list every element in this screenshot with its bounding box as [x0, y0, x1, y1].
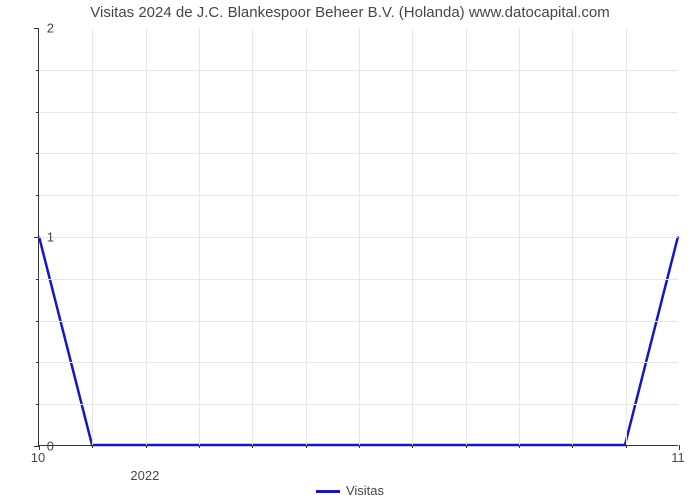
vgrid: [146, 28, 147, 445]
ytick-label: 2: [47, 21, 54, 36]
xtick-minor: [306, 445, 307, 448]
vgrid: [412, 28, 413, 445]
visits-chart: Visitas 2024 de J.C. Blankespoor Beheer …: [0, 0, 700, 500]
vgrid: [252, 28, 253, 445]
ytick-minor: [36, 321, 39, 322]
ytick-minor: [36, 70, 39, 71]
ytick-label: 0: [47, 439, 54, 454]
vgrid: [626, 28, 627, 445]
ytick-minor: [36, 362, 39, 363]
xtick-label: 10: [31, 450, 45, 465]
plot-area: [38, 28, 678, 446]
ytick-minor: [36, 112, 39, 113]
ytick-minor: [36, 279, 39, 280]
vgrid: [306, 28, 307, 445]
xtick-minor: [92, 445, 93, 448]
xtick-minor: [626, 445, 627, 448]
vgrid: [519, 28, 520, 445]
legend: Visitas: [0, 483, 700, 498]
ytick: [34, 28, 39, 29]
xtick-minor: [466, 445, 467, 448]
xtick-minor: [519, 445, 520, 448]
xtick-secondary-label: 2022: [130, 468, 159, 483]
ytick: [34, 237, 39, 238]
xtick-minor: [359, 445, 360, 448]
xtick-minor: [412, 445, 413, 448]
xtick-minor: [146, 445, 147, 448]
ytick-minor: [36, 195, 39, 196]
ytick-minor: [36, 153, 39, 154]
legend-swatch: [316, 490, 340, 493]
xtick-label: 11: [671, 450, 685, 465]
ytick-label: 1: [47, 230, 54, 245]
ytick-minor: [36, 404, 39, 405]
vgrid: [359, 28, 360, 445]
legend-label: Visitas: [346, 483, 384, 498]
chart-title: Visitas 2024 de J.C. Blankespoor Beheer …: [0, 4, 700, 21]
vgrid: [466, 28, 467, 445]
vgrid: [92, 28, 93, 445]
vgrid: [572, 28, 573, 445]
xtick-minor: [199, 445, 200, 448]
vgrid: [199, 28, 200, 445]
xtick-minor: [252, 445, 253, 448]
xtick-minor: [572, 445, 573, 448]
